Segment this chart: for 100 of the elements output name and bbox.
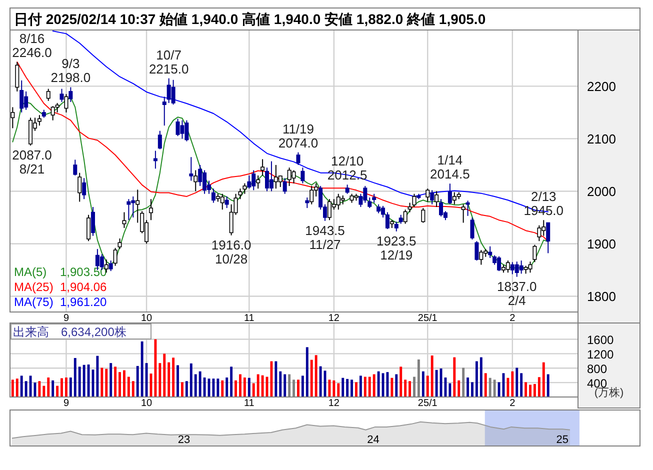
bar: [342, 378, 344, 397]
candlestick: [60, 88, 64, 102]
candlestick: [118, 238, 122, 250]
y-tick-label: 1900: [587, 236, 616, 252]
bar: [176, 365, 179, 397]
bar: [168, 362, 170, 397]
bar: [524, 382, 528, 397]
candlestick: [448, 183, 452, 205]
bar: [243, 378, 246, 397]
candlestick: [519, 260, 524, 274]
bar: [359, 376, 362, 397]
text: 9/3 2198.0: [50, 56, 91, 86]
bar: [226, 378, 228, 397]
bar: [270, 361, 273, 397]
candlestick: [176, 118, 180, 137]
candlestick: [15, 62, 20, 92]
bar: [475, 361, 478, 397]
bar: [538, 377, 540, 397]
candlestick: [426, 188, 430, 202]
candlestick: [430, 190, 434, 205]
bar: [163, 354, 166, 397]
bar: [105, 368, 108, 397]
candlestick: [434, 190, 439, 208]
bar: [297, 380, 300, 397]
bar: [337, 383, 340, 397]
candlestick: [211, 188, 216, 204]
chart-title: 日付 2025/02/14 10:37 始値 1,940.0 高値 1,940.0 安値 1,882.0 終値 1,905.0: [14, 11, 486, 27]
candlestick: [37, 114, 42, 126]
candlestick: [439, 198, 444, 217]
candlestick: [113, 247, 118, 266]
bar: [123, 370, 126, 397]
candlestick: [82, 178, 86, 200]
bar: [368, 376, 371, 397]
bar: [390, 378, 394, 397]
bar: [216, 378, 220, 397]
candlestick: [242, 182, 247, 194]
candlestick: [292, 170, 296, 184]
candlestick: [162, 96, 166, 126]
bar: [11, 380, 14, 397]
bar: [190, 363, 192, 397]
bar: [377, 371, 380, 397]
candlestick: [148, 198, 154, 221]
candlestick: [528, 261, 532, 274]
candlestick: [506, 260, 510, 274]
bar: [284, 374, 286, 397]
y-tick-label: 1200: [587, 348, 614, 362]
candlestick: [260, 158, 265, 176]
bar: [96, 356, 99, 397]
bar: [355, 382, 358, 397]
candlestick: [265, 167, 270, 192]
bar: [542, 362, 545, 397]
y-tick-label: 2200: [587, 79, 616, 94]
candlestick: [488, 246, 492, 258]
text: 2087.0 8/21: [12, 148, 52, 177]
candlestick: [194, 170, 198, 192]
candlestick: [470, 216, 474, 240]
x-tick-label: 10: [140, 313, 153, 324]
text: 2/13 1945.0: [524, 189, 564, 218]
candlestick: [153, 150, 158, 170]
x-tick-label: 11: [244, 398, 255, 409]
candlestick: [474, 240, 479, 262]
x-tick-label: 9: [63, 398, 70, 409]
series-label: MA(5) 1,903.50: [14, 265, 108, 279]
bar: [198, 371, 202, 397]
candlestick: [256, 174, 260, 190]
x-tick-label: 12: [328, 398, 340, 409]
bar: [154, 339, 157, 397]
candlestick: [394, 221, 398, 232]
bar: [52, 380, 54, 397]
bar: [448, 383, 452, 397]
y-tick-label: 2100: [587, 132, 616, 147]
candlestick: [282, 178, 287, 194]
bar: [47, 378, 50, 397]
bar: [248, 378, 250, 397]
candlestick: [403, 209, 408, 224]
candlestick: [68, 86, 73, 102]
bar: [136, 366, 139, 397]
bar: [498, 382, 500, 397]
bar: [60, 378, 63, 397]
x-tick-label: 9: [63, 313, 70, 324]
bar: [252, 383, 255, 397]
y-tick-label: 2000: [587, 184, 616, 200]
bar: [78, 366, 81, 397]
bar: [511, 371, 514, 397]
bar: [172, 358, 175, 397]
bar: [372, 374, 376, 397]
candlestick: [220, 193, 224, 210]
bar: [140, 341, 144, 397]
bar: [110, 363, 112, 397]
bar: [484, 373, 487, 397]
bar: [430, 355, 434, 397]
bar: [234, 380, 237, 397]
bar: [181, 382, 184, 397]
candlestick: [64, 94, 68, 113]
bar: [239, 374, 242, 397]
bar: [82, 364, 86, 397]
candlestick: [55, 102, 60, 113]
bar: [453, 357, 456, 397]
bar: [314, 355, 318, 397]
candlestick: [385, 212, 390, 230]
